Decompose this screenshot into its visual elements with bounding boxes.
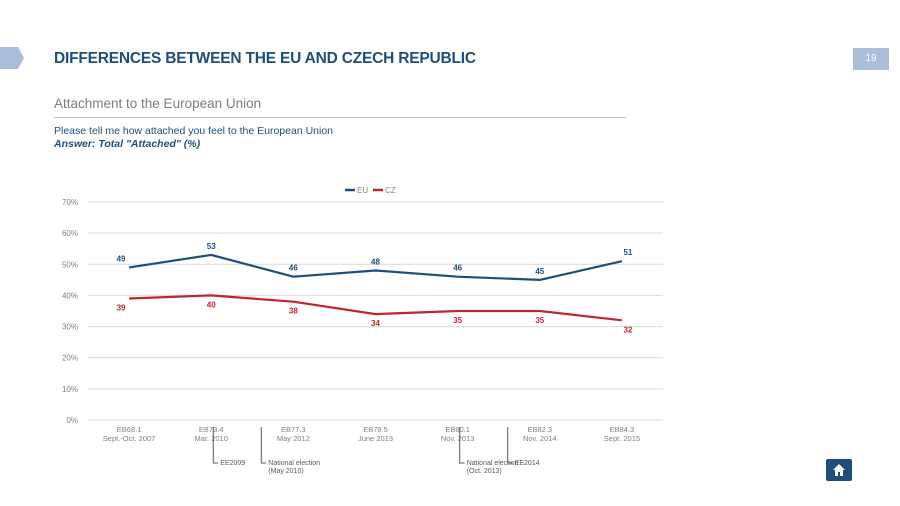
annotation-label: (Oct. 2013): [467, 468, 502, 475]
data-label-cz: 39: [117, 304, 126, 313]
x-tick-label: Sept.-Oct. 2007: [103, 434, 156, 443]
x-tick-label: EB73.4: [199, 425, 224, 434]
data-label-eu: 51: [623, 248, 632, 257]
series-line-eu: [128, 253, 623, 281]
x-tick-label: June 2013: [358, 434, 393, 443]
annotation-label: National election: [268, 460, 320, 467]
x-tick-label: EB84.3: [610, 425, 635, 434]
x-tick-label: Mar. 2010: [195, 434, 228, 443]
annotation-label: National election: [467, 460, 519, 467]
x-tick-label: Nov. 2013: [441, 434, 475, 443]
section-subtitle: Attachment to the European Union: [54, 96, 262, 111]
legend-label-eu: EU: [357, 186, 368, 195]
data-label-cz: 35: [453, 316, 462, 325]
data-label-eu: 46: [289, 264, 298, 273]
home-button[interactable]: [826, 459, 852, 481]
data-label-eu: 46: [453, 264, 462, 273]
data-label-cz: 32: [623, 325, 632, 334]
data-label-eu: 49: [117, 254, 126, 263]
y-tick-label: 40%: [62, 291, 78, 300]
y-tick-label: 30%: [62, 323, 78, 332]
x-tick-label: EB80.1: [445, 425, 470, 434]
series-line-cz: [129, 294, 623, 322]
legend-label-cz: CZ: [385, 186, 396, 195]
x-tick-label: EB79.5: [363, 425, 388, 434]
data-label-cz: 34: [371, 319, 380, 328]
x-tick-label: Nov. 2014: [523, 434, 557, 443]
y-tick-label: 70%: [62, 198, 78, 207]
data-label-cz: 35: [535, 316, 544, 325]
y-tick-label: 20%: [62, 354, 78, 363]
annotation-label: EE2009: [220, 460, 245, 467]
annotation-label: (May 2010): [268, 468, 303, 475]
x-tick-label: EB68.1: [117, 425, 142, 434]
y-tick-label: 10%: [62, 385, 78, 394]
y-tick-label: 60%: [62, 229, 78, 238]
y-tick-label: 50%: [62, 260, 78, 269]
data-label-eu: 45: [535, 267, 544, 276]
home-icon: [833, 464, 845, 476]
annotation-label: EE2014: [515, 460, 540, 467]
data-label-eu: 53: [207, 242, 216, 251]
answer-text: Answer: Total "Attached" (%): [54, 138, 201, 150]
annotation-bracket: [459, 427, 465, 464]
data-label-cz: 38: [289, 307, 298, 316]
question-text: Please tell me how attached you feel to …: [54, 125, 334, 137]
annotation-bracket: [507, 427, 513, 464]
divider: [54, 117, 626, 118]
annotation-bracket: [260, 427, 267, 464]
data-label-eu: 48: [371, 258, 380, 267]
annotation-bracket: [212, 427, 219, 464]
x-tick-label: May 2012: [277, 434, 310, 443]
data-label-cz: 40: [207, 300, 216, 309]
x-tick-label: EB77.3: [281, 425, 306, 434]
y-tick-label: 0%: [66, 416, 78, 425]
page-title: DIFFERENCES BETWEEN THE EU AND CZECH REP…: [54, 50, 476, 67]
x-tick-label: Sept. 2015: [604, 434, 640, 443]
x-tick-label: EB82.3: [527, 425, 552, 434]
page-number-badge: 19: [853, 48, 889, 70]
left-nav-tab[interactable]: [0, 47, 24, 69]
